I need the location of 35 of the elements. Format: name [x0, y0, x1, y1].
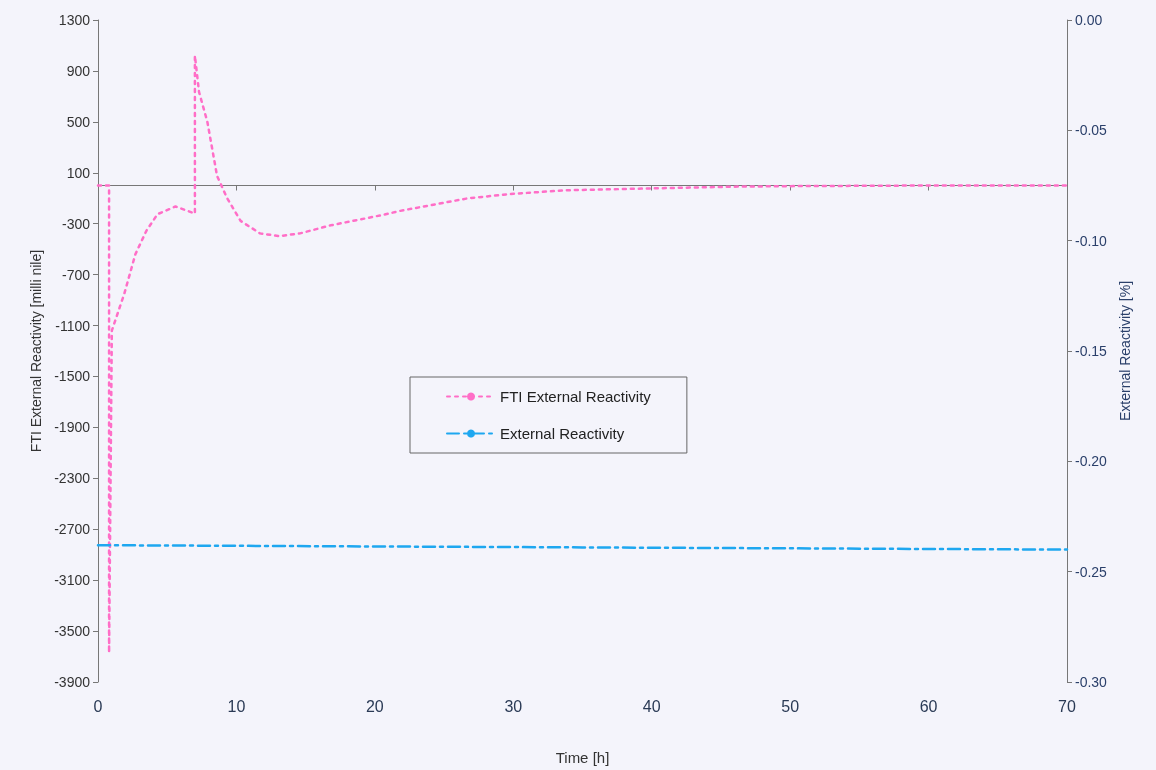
- y-tick-label: -3500: [54, 623, 91, 640]
- y-tick-label: -3900: [54, 674, 91, 690]
- y-tick-label: -1500: [54, 368, 91, 385]
- y-tick-label: 900: [66, 62, 91, 79]
- y2-tick-label: 0.00: [1075, 12, 1103, 28]
- y2-tick-label: -0.15: [1075, 343, 1108, 359]
- x-tick-label: 0: [93, 697, 103, 715]
- y-tick-label: -700: [61, 266, 91, 283]
- y2-tick-label: -0.20: [1075, 453, 1108, 470]
- x-axis-title: Time [h]: [555, 749, 610, 766]
- y-tick-label: -1100: [55, 317, 91, 334]
- x-tick-label: 50: [781, 697, 800, 715]
- y-tick-label: -300: [61, 215, 91, 232]
- y-tick-label: 1300: [58, 12, 91, 28]
- y2-tick-label: -0.30: [1075, 674, 1108, 690]
- y2-tick-label: -0.05: [1075, 122, 1108, 139]
- legend-label: FTI External Reactivity: [500, 388, 652, 405]
- x-tick-label: 40: [642, 697, 661, 715]
- x-tick-label: 20: [365, 697, 384, 715]
- y-tick-label: -2700: [54, 521, 91, 538]
- x-tick-label: 30: [504, 697, 523, 715]
- y2-tick-label: -0.25: [1075, 563, 1108, 580]
- y-tick-label: -3100: [54, 572, 91, 589]
- y-tick-label: 100: [66, 164, 91, 181]
- x-tick-label: 70: [1058, 697, 1076, 715]
- y2-tick-label: -0.10: [1075, 232, 1108, 249]
- y-tick-label: -2300: [54, 470, 91, 487]
- y-axis-title: FTI External Reactivity [milli nile]: [28, 249, 44, 453]
- x-tick-label: 10: [227, 697, 246, 715]
- y2-axis-title: External Reactivity [%]: [1116, 280, 1133, 422]
- y-tick-label: 500: [66, 113, 91, 130]
- line-series: [96, 54, 1069, 654]
- y-tick-label: -1900: [54, 419, 91, 436]
- x-tick-label: 60: [919, 697, 938, 715]
- legend-label: External Reactivity: [500, 425, 625, 442]
